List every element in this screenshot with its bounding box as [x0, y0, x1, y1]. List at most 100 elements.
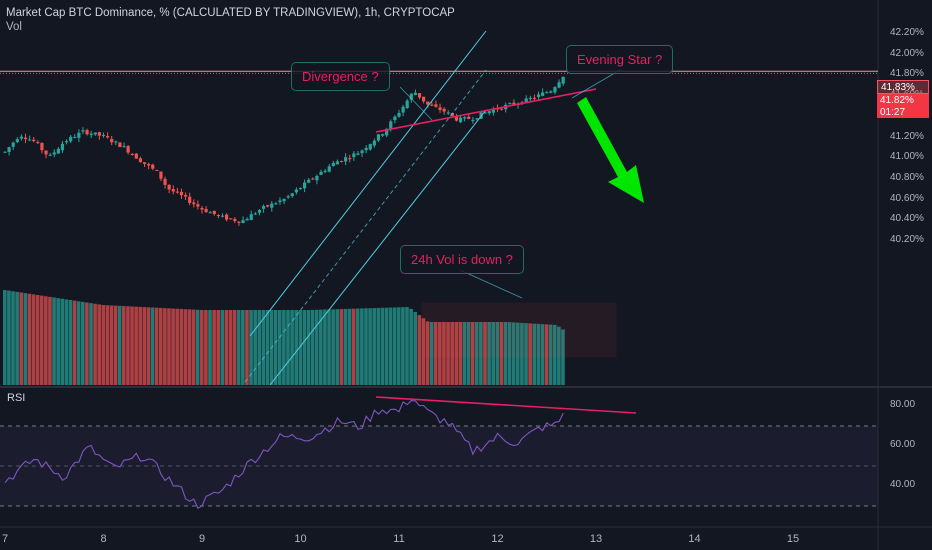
volume-bar [142, 307, 147, 385]
candle-body [130, 153, 134, 155]
candle-body [151, 164, 155, 169]
volume-bar [44, 296, 48, 385]
candle-body [77, 132, 81, 138]
candle-body [385, 128, 389, 136]
candle-body [491, 109, 495, 113]
price-tick-label: 40.80% [890, 171, 924, 183]
candle-body [163, 178, 167, 185]
volume-bar [425, 321, 430, 385]
volume-bar [409, 308, 413, 385]
time-tick-label: 12 [491, 533, 504, 545]
candle-body [220, 215, 225, 217]
volume-bar [204, 310, 208, 385]
volume-bar [167, 308, 171, 385]
candle-body [19, 136, 24, 139]
volume-bar [302, 310, 307, 385]
volume-bar [520, 322, 524, 385]
candle-body [216, 215, 221, 217]
price-tick-label: 40.20% [890, 234, 924, 245]
volume-bar [117, 305, 122, 385]
candle-body [278, 200, 282, 203]
volume-bar [327, 309, 331, 385]
volume-bar [331, 309, 335, 385]
candle-body [28, 139, 32, 141]
candle-body [393, 116, 397, 121]
candle-body [360, 150, 364, 154]
candle-body [458, 117, 463, 123]
volume-bar [552, 324, 557, 385]
candle-body [270, 203, 274, 208]
rsi-tick-label: 40.00 [890, 479, 916, 490]
candle-body [159, 171, 163, 179]
candle-body [52, 152, 56, 155]
divergence-note[interactable]: Divergence ? [291, 62, 390, 91]
volume-bar [376, 307, 381, 385]
candle-body [434, 104, 438, 107]
candle-body [446, 112, 450, 114]
volume-bar [343, 308, 348, 385]
candle-body [85, 130, 89, 135]
candle-body [372, 140, 376, 146]
candle-body [356, 153, 360, 155]
volume-bar [417, 315, 422, 385]
candle-body [73, 137, 77, 139]
volume-down-note[interactable]: 24h Vol is down ? [400, 245, 524, 274]
volume-bar [368, 308, 372, 385]
last-price-value: 41.82% [880, 95, 914, 106]
volume-bar [277, 310, 282, 385]
candle-body [32, 139, 36, 142]
candle-body [196, 204, 200, 207]
volume-bar [245, 310, 249, 385]
volume-bar [175, 308, 179, 385]
volume-bar [68, 300, 73, 385]
volume-bar [503, 322, 508, 385]
candle-body [142, 162, 147, 164]
candle-body [64, 141, 69, 143]
volume-bar [557, 326, 561, 385]
candle-body [549, 91, 553, 93]
volume-bar [298, 310, 303, 385]
candle-body [528, 98, 532, 100]
candle-body [93, 132, 97, 135]
volume-bar [253, 310, 257, 385]
candle-body [208, 212, 212, 214]
volume-bar [191, 309, 196, 385]
volume-bar [126, 306, 130, 385]
evening-star-connector [571, 69, 621, 99]
volume-bar [516, 322, 520, 385]
candle-body [471, 119, 475, 121]
bar-countdown: 01:27 [880, 107, 906, 118]
volume-bar [113, 305, 118, 385]
time-tick-label: 14 [688, 533, 701, 545]
candle-body [192, 202, 196, 205]
volume-bar [290, 310, 294, 385]
candle-body [245, 218, 249, 221]
candle-body [348, 158, 352, 160]
candle-body [545, 92, 549, 94]
volume-bar [228, 310, 233, 385]
volume-bar [56, 298, 60, 385]
price-trend-line [375, 88, 597, 133]
volume-bar [364, 308, 368, 385]
candle-body [15, 139, 19, 143]
candle-body [454, 116, 459, 121]
volume-bar [392, 307, 397, 385]
volume-bar [232, 310, 237, 385]
volume-bar [273, 310, 278, 385]
volume-bar [236, 310, 241, 385]
volume-bar [507, 322, 512, 385]
candle-body [561, 76, 565, 84]
candle-body [344, 157, 348, 162]
candle-body [389, 121, 393, 130]
volume-bar [450, 322, 454, 385]
last-price-badge: 41.82% 01:27 [877, 94, 929, 118]
candle-body [60, 143, 65, 151]
volume-bar [89, 303, 93, 385]
candle-body [327, 166, 331, 172]
volume-bar [351, 308, 356, 385]
volume-bar [474, 322, 479, 385]
evening-star-note[interactable]: Evening Star ? [566, 45, 674, 74]
volume-bar [360, 308, 364, 385]
volume-bar [200, 310, 204, 385]
